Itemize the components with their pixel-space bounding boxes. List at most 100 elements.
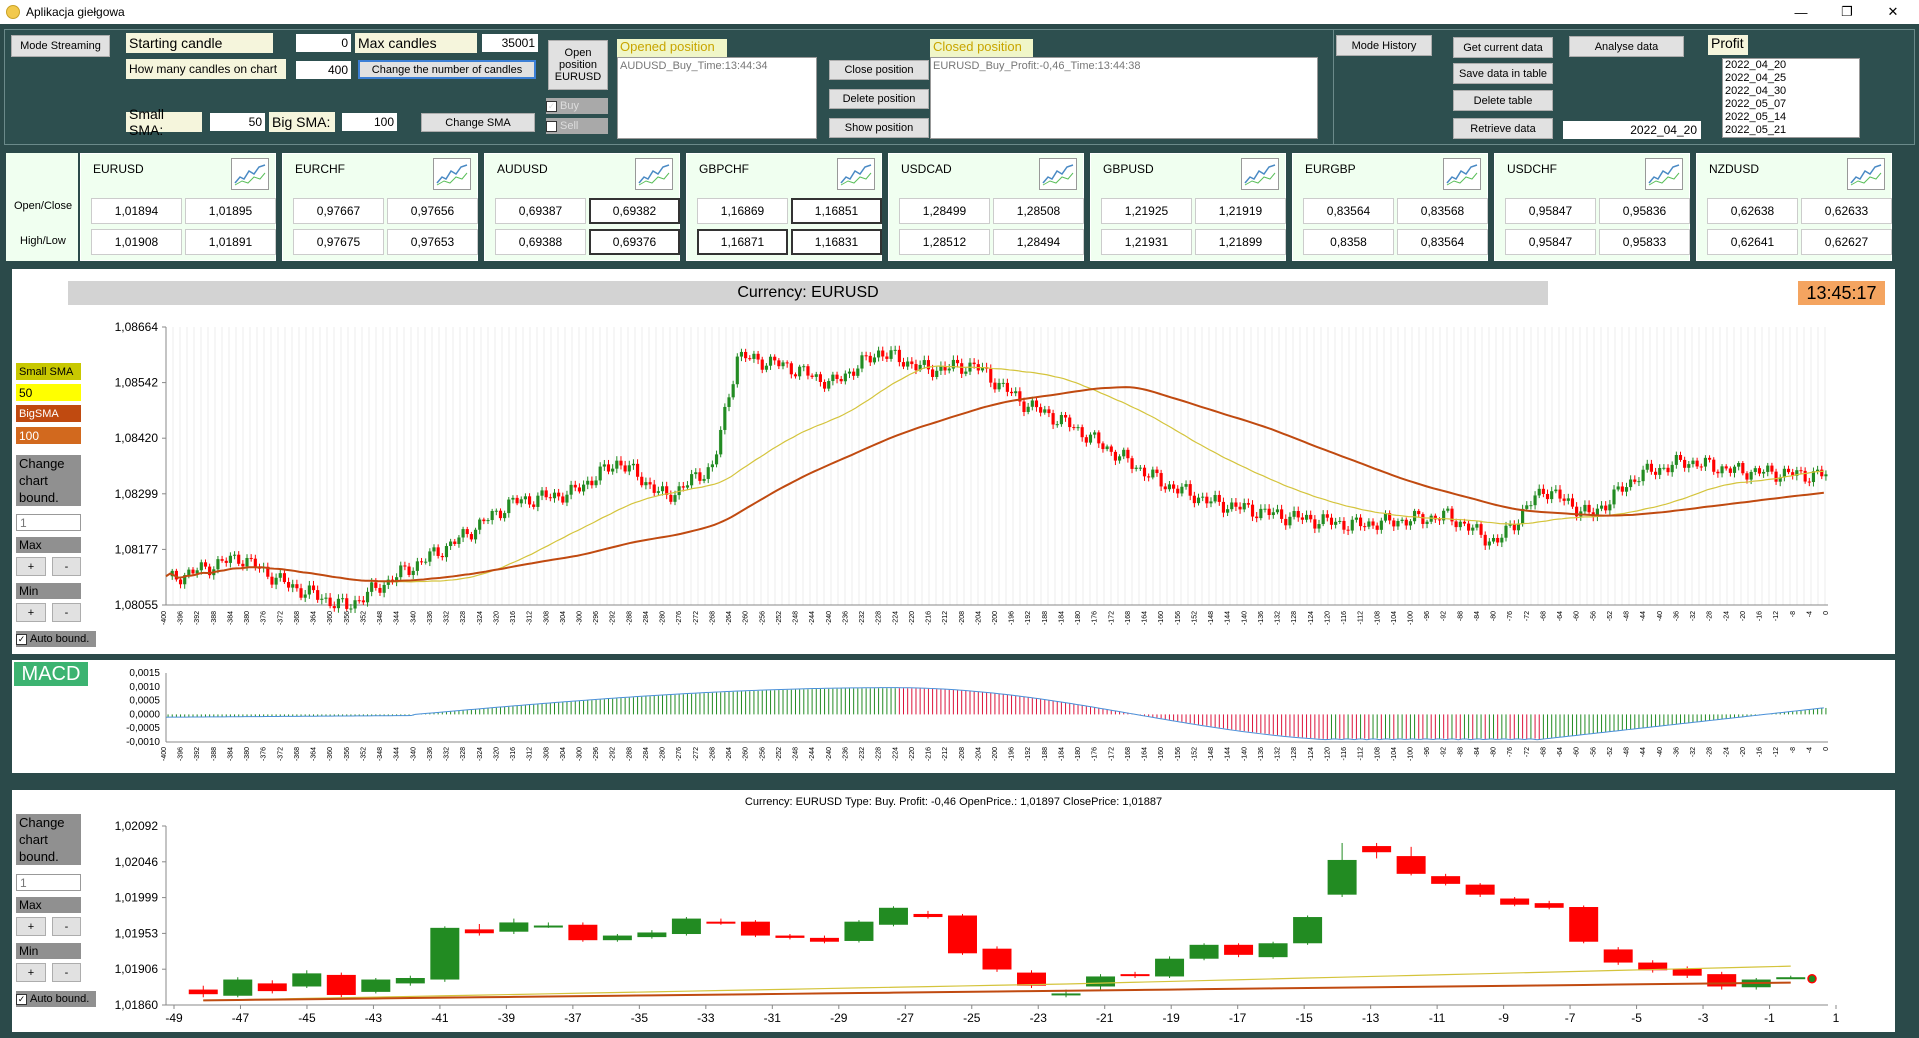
chart-icon[interactable]: [837, 158, 875, 190]
close-button[interactable]: ✕: [1887, 4, 1899, 19]
date-input[interactable]: 2022_04_20: [1563, 121, 1701, 139]
get-current-data-button[interactable]: Get current data: [1453, 37, 1553, 58]
chart-icon[interactable]: [1443, 158, 1481, 190]
position-candle-chart[interactable]: 1,02092 1,02046 1,01999 1,01953 1,01906 1,018…: [12, 790, 1895, 1032]
change-candles-button[interactable]: Change the number of candles: [358, 60, 536, 79]
quote-high: 0,97675: [293, 229, 384, 255]
candle-body: [223, 979, 253, 996]
candle-body: [781, 362, 785, 367]
bottom-bound-input[interactable]: 1: [16, 874, 81, 891]
profit-list-item[interactable]: 2022_05_07: [1725, 98, 1787, 110]
starting-candle-input[interactable]: 0: [296, 34, 351, 52]
sell-radio[interactable]: Sell: [546, 118, 608, 134]
candle-body: [1284, 518, 1288, 526]
candle-body: [856, 368, 860, 376]
candle-body: [1442, 510, 1446, 521]
candle-body: [1234, 502, 1238, 507]
opened-position-list[interactable]: AUDUSD_Buy_Time:13:44:34: [617, 57, 817, 139]
candle-body: [577, 487, 581, 492]
candle-body: [1820, 469, 1824, 477]
delete-position-button[interactable]: Delete position: [829, 89, 929, 109]
profit-list[interactable]: 2022_04_20 2022_04_25 2022_04_30 2022_05_07…: [1722, 58, 1860, 138]
delete-table-button[interactable]: Delete table: [1453, 90, 1553, 111]
macd-chart[interactable]: 0,00150,00100,00050,0000-0,0005-0,0010-4…: [12, 660, 1895, 773]
buy-radio[interactable]: ✓ Buy: [546, 98, 608, 114]
profit-list-item[interactable]: 2022_04_30: [1725, 85, 1787, 97]
chart-icon[interactable]: [635, 158, 673, 190]
macd-x-tick-label: -236: [842, 747, 849, 761]
bottom-min-minus-button[interactable]: -: [52, 963, 81, 982]
main-x-tick-label: -300: [577, 611, 584, 625]
analyse-data-button[interactable]: Analyse data: [1569, 36, 1684, 57]
auto-bound-checkbox[interactable]: ✓ Auto bound.: [16, 631, 96, 647]
bottom-min-plus-button[interactable]: +: [16, 963, 46, 982]
candle-body: [960, 363, 964, 374]
main-x-tick-label: -132: [1275, 611, 1282, 625]
bottom-max-plus-button[interactable]: +: [16, 917, 46, 936]
candle-body: [931, 369, 935, 377]
max-plus-button[interactable]: +: [16, 557, 46, 576]
candle-body: [1180, 486, 1184, 494]
opened-position-item[interactable]: AUDUSD_Buy_Time:13:44:34: [620, 60, 768, 72]
minimize-button[interactable]: —: [1794, 4, 1808, 20]
profit-list-item[interactable]: 2022_04_25: [1725, 72, 1787, 84]
candle-body: [1018, 391, 1022, 402]
macd-x-tick-label: -344: [394, 747, 401, 761]
bottom-big-sma-line: [203, 981, 1791, 1002]
chart-icon[interactable]: [1039, 158, 1077, 190]
change-sma-button[interactable]: Change SMA: [421, 113, 535, 132]
close-position-button[interactable]: Close position: [829, 60, 929, 80]
profit-list-item[interactable]: 2022_05_21: [1725, 124, 1787, 136]
min-minus-button[interactable]: -: [52, 603, 81, 622]
chart-icon[interactable]: [433, 158, 471, 190]
main-x-tick-label: -128: [1291, 611, 1298, 625]
mode-history-button[interactable]: Mode History: [1336, 35, 1432, 56]
min-plus-button[interactable]: +: [16, 603, 46, 622]
macd-x-tick-label: -180: [1075, 747, 1082, 761]
bottom-max-minus-button[interactable]: -: [52, 917, 81, 936]
max-minus-button[interactable]: -: [52, 557, 81, 576]
candle-body: [1142, 467, 1147, 477]
bottom-y-tick-label: 1,01906: [115, 962, 159, 976]
profit-list-item[interactable]: 2022_05_14: [1725, 111, 1787, 123]
bottom-auto-bound-checkbox[interactable]: ✓ Auto bound.: [16, 991, 96, 1007]
main-candle-chart[interactable]: 1,08664 1,08542 1,08420 1,08299 1,08177 1,080…: [12, 269, 1895, 654]
bound-input[interactable]: 1: [16, 514, 81, 531]
chart-icon[interactable]: [1241, 158, 1279, 190]
candle-body: [1824, 474, 1828, 477]
save-data-button[interactable]: Save data in table: [1453, 63, 1553, 84]
macd-x-tick-label: -364: [311, 747, 318, 761]
profit-list-item[interactable]: 2022_04_20: [1725, 59, 1787, 71]
small-sma-input[interactable]: 50: [210, 113, 265, 131]
open-position-button[interactable]: Open position EURUSD: [548, 40, 608, 90]
closed-position-list[interactable]: EURUSD_Buy_Profit:-0,46_Time:13:44:38: [930, 57, 1318, 139]
bottom-min-label: Min: [16, 943, 81, 959]
big-sma-label: Big SMA:: [269, 112, 335, 132]
chart-icon[interactable]: [231, 158, 269, 190]
main-x-tick-label: -76: [1507, 611, 1514, 621]
candle-body: [636, 463, 640, 477]
macd-x-tick-label: -400: [161, 747, 168, 761]
how-many-candles-input[interactable]: 400: [296, 61, 351, 79]
max-candles-input[interactable]: 35001: [482, 34, 538, 52]
mode-streaming-button[interactable]: Mode Streaming: [11, 35, 110, 57]
chart-icon[interactable]: [1847, 158, 1885, 190]
candle-body: [328, 597, 332, 607]
main-x-tick-label: -100: [1408, 611, 1415, 625]
candle-body: [1570, 498, 1575, 507]
candle-body: [1396, 520, 1400, 527]
quote-name: GBPCHF: [699, 162, 750, 176]
candle-body: [228, 555, 232, 563]
macd-x-tick-label: -32: [1690, 747, 1697, 757]
big-sma-input[interactable]: 100: [342, 113, 397, 131]
candle-body: [806, 366, 810, 376]
restore-button[interactable]: ❐: [1841, 4, 1853, 19]
candle-body: [1080, 427, 1084, 438]
retrieve-data-button[interactable]: Retrieve data: [1453, 118, 1553, 139]
show-position-button[interactable]: Show position: [829, 118, 929, 138]
candle-body: [789, 363, 793, 375]
candle-body: [631, 463, 636, 466]
closed-position-item[interactable]: EURUSD_Buy_Profit:-0,46_Time:13:44:38: [933, 60, 1141, 72]
chart-icon[interactable]: [1645, 158, 1683, 190]
main-chart-panel: Currency: EURUSD 13:45:17 1,08664 1,08542…: [12, 269, 1895, 654]
